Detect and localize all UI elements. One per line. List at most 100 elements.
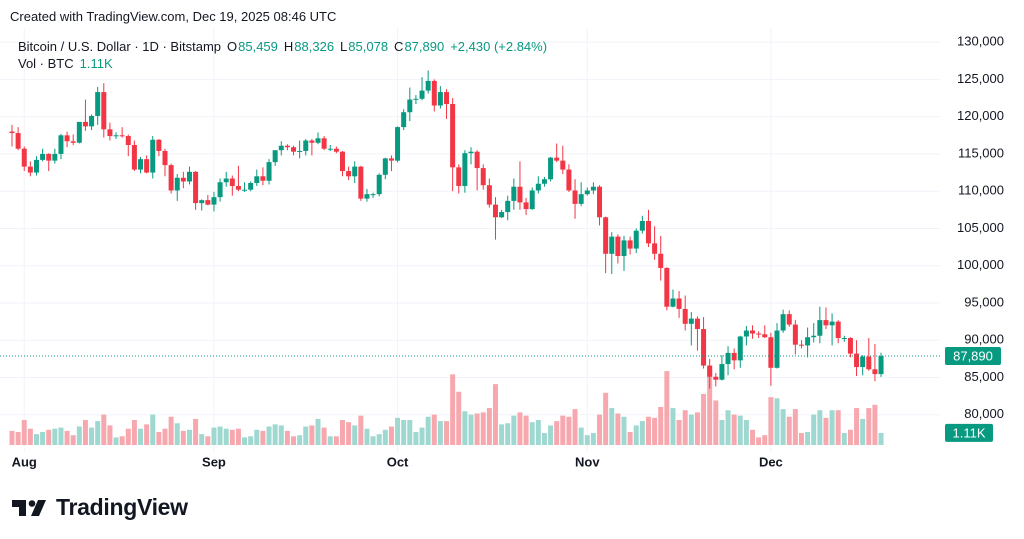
volume-bar bbox=[578, 427, 584, 445]
volume-bar bbox=[517, 412, 523, 445]
candle-body bbox=[339, 151, 345, 172]
candle-body bbox=[450, 104, 456, 168]
y-tick-label: 100,000 bbox=[957, 257, 1004, 272]
candle-body bbox=[499, 212, 505, 218]
candle-body bbox=[321, 138, 327, 149]
candle-body bbox=[15, 133, 21, 149]
candle-body bbox=[235, 185, 241, 190]
ohlc-fields: O 85,459 H 88,326 L 85,078 C 87,890 bbox=[227, 38, 444, 55]
volume-bar bbox=[346, 422, 352, 445]
candle-body bbox=[786, 314, 792, 325]
volume-bar bbox=[737, 415, 743, 445]
volume-bar bbox=[670, 408, 676, 445]
last-volume-box bbox=[945, 423, 993, 442]
volume-bar bbox=[101, 414, 107, 445]
volume-bar bbox=[713, 400, 719, 445]
x-tick-label: Nov bbox=[575, 454, 600, 469]
candle-body bbox=[278, 145, 284, 151]
volume-bar bbox=[211, 427, 217, 445]
ohlc-value: 85,078 bbox=[348, 39, 389, 54]
volume-bar bbox=[682, 410, 688, 445]
candle-body bbox=[407, 99, 413, 113]
volume-bar bbox=[615, 413, 621, 445]
candle-body bbox=[89, 115, 95, 127]
candle-body bbox=[480, 168, 486, 186]
candle-body bbox=[254, 176, 260, 183]
volume-bar bbox=[664, 371, 670, 445]
volume-bar bbox=[780, 409, 786, 445]
candle-body bbox=[670, 298, 676, 307]
candle-body bbox=[468, 151, 474, 154]
volume-bar bbox=[823, 417, 829, 445]
ohlc-field: L 85,078 bbox=[340, 38, 388, 55]
volume-bar bbox=[52, 428, 58, 445]
volume-bar bbox=[27, 428, 33, 445]
volume-bar bbox=[395, 417, 401, 445]
candle-body bbox=[645, 220, 651, 244]
volume-bar bbox=[817, 410, 823, 445]
candle-body bbox=[584, 190, 590, 195]
volume-bar bbox=[505, 423, 511, 445]
volume-bar bbox=[9, 430, 15, 445]
candle-body bbox=[633, 230, 639, 249]
volume-bar bbox=[413, 431, 419, 445]
volume-bar bbox=[376, 434, 382, 445]
candle-body bbox=[523, 202, 529, 210]
candle-body bbox=[517, 186, 523, 203]
change: +2,430 (+2.84%) bbox=[450, 39, 548, 54]
candle-body bbox=[199, 200, 205, 204]
candle-body bbox=[548, 157, 554, 180]
candle-body bbox=[303, 140, 309, 151]
volume-bar bbox=[444, 421, 450, 445]
volume-bar bbox=[566, 416, 572, 445]
volume-bar bbox=[835, 410, 841, 445]
volume-bar bbox=[138, 428, 144, 445]
candle-body bbox=[211, 197, 217, 205]
candle-body bbox=[272, 150, 278, 163]
ohlc-value: 87,890 bbox=[404, 39, 445, 54]
volume-bar bbox=[297, 435, 303, 445]
volume-bar bbox=[437, 421, 443, 445]
volume-bar bbox=[456, 391, 462, 445]
y-tick-label: 80,000 bbox=[964, 406, 1004, 421]
candle-body bbox=[444, 92, 450, 105]
candle-body bbox=[315, 138, 321, 143]
last-price-box bbox=[945, 346, 1001, 365]
candle-body bbox=[431, 80, 437, 106]
volume-bar bbox=[333, 436, 339, 445]
candle-body bbox=[291, 147, 297, 152]
candle-body bbox=[358, 166, 364, 199]
volume-bar bbox=[792, 409, 798, 445]
x-tick-label: Sep bbox=[202, 454, 226, 469]
ohlc-value: 85,459 bbox=[238, 39, 278, 54]
candle-body bbox=[756, 333, 762, 335]
volume-bar bbox=[694, 412, 700, 445]
candle-body bbox=[46, 153, 52, 161]
volume-bar bbox=[15, 431, 21, 445]
candle-body bbox=[113, 135, 119, 137]
candle-body bbox=[841, 337, 847, 339]
candle-body bbox=[701, 329, 707, 366]
volume-bar bbox=[756, 437, 762, 445]
candle-body bbox=[578, 194, 584, 204]
candle-body bbox=[370, 194, 376, 196]
candle-body bbox=[309, 140, 315, 143]
volume-bar bbox=[180, 430, 186, 445]
candle-body bbox=[743, 330, 749, 337]
last-price-label: 87,890 bbox=[953, 348, 993, 363]
volume-bar bbox=[278, 425, 284, 445]
candle-body bbox=[762, 334, 768, 338]
volume-bar bbox=[639, 421, 645, 445]
ohlc-value: 88,326 bbox=[294, 39, 335, 54]
ohlc-key: H bbox=[283, 39, 294, 54]
volume-bar bbox=[548, 425, 554, 445]
candle-body bbox=[21, 148, 27, 167]
volume-bar bbox=[407, 420, 413, 445]
volume-bar bbox=[645, 416, 651, 445]
candle-body bbox=[382, 158, 388, 175]
candle-body bbox=[492, 204, 498, 218]
volume-bar bbox=[609, 408, 615, 445]
last-volume-label: 1.11K bbox=[952, 425, 985, 440]
candle-body bbox=[707, 365, 713, 377]
